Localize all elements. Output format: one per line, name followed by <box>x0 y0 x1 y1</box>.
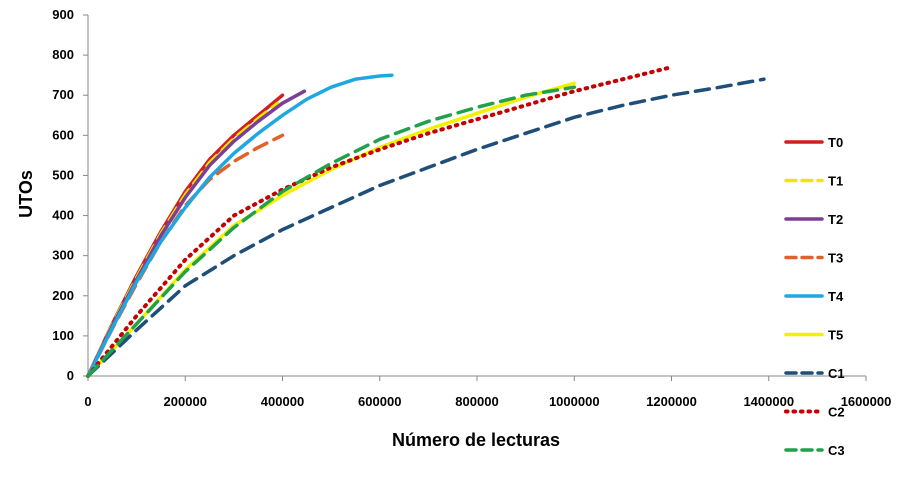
y-tick-label: 200 <box>52 288 74 303</box>
series-lines <box>86 65 766 378</box>
legend-label-t1: T1 <box>828 174 843 189</box>
x-tick-label: 1600000 <box>841 394 892 409</box>
x-tick-label: 800000 <box>455 394 498 409</box>
y-axis-ticks: 0 100 200 300 400 500 600 700 800 900 <box>52 7 88 383</box>
x-tick-label: 600000 <box>358 394 401 409</box>
legend-label-t2: T2 <box>828 212 843 227</box>
y-tick-label: 800 <box>52 47 74 62</box>
legend-label-c1: C1 <box>828 366 845 381</box>
y-axis-title: UTOs <box>16 170 36 218</box>
x-axis-ticks: 0 200000 400000 600000 800000 1000000 1200000 1… <box>84 376 891 409</box>
legend: T0 T1 T2 T3 T4 T5 C1 C2 C3 <box>784 135 845 458</box>
x-tick-label: 200000 <box>164 394 207 409</box>
y-tick-label: 500 <box>52 167 74 182</box>
legend-label-c2: C2 <box>828 405 845 420</box>
legend-label-t0: T0 <box>828 135 843 150</box>
x-tick-label: 1400000 <box>743 394 794 409</box>
y-tick-label: 300 <box>52 248 74 263</box>
series-line-t4 <box>86 73 394 378</box>
legend-label-t5: T5 <box>828 328 843 343</box>
x-tick-label: 1200000 <box>646 394 697 409</box>
legend-label-c3: C3 <box>828 443 845 458</box>
series-line-c2 <box>86 65 674 378</box>
plot-area <box>87 15 866 377</box>
series-line-t1 <box>86 101 280 378</box>
x-tick-label: 0 <box>84 394 91 409</box>
x-axis-title: Número de lecturas <box>392 430 560 450</box>
legend-label-t4: T4 <box>828 289 844 304</box>
y-tick-label: 600 <box>52 127 74 142</box>
y-tick-label: 400 <box>52 208 74 223</box>
series-line-c3 <box>86 85 577 378</box>
y-tick-label: 100 <box>52 328 74 343</box>
x-tick-label: 400000 <box>261 394 304 409</box>
x-tick-label: 1000000 <box>549 394 600 409</box>
y-tick-label: 700 <box>52 87 74 102</box>
y-tick-label: 900 <box>52 7 74 22</box>
legend-label-t3: T3 <box>828 251 843 266</box>
series-line-c1 <box>86 77 766 378</box>
y-tick-label: 0 <box>67 368 74 383</box>
